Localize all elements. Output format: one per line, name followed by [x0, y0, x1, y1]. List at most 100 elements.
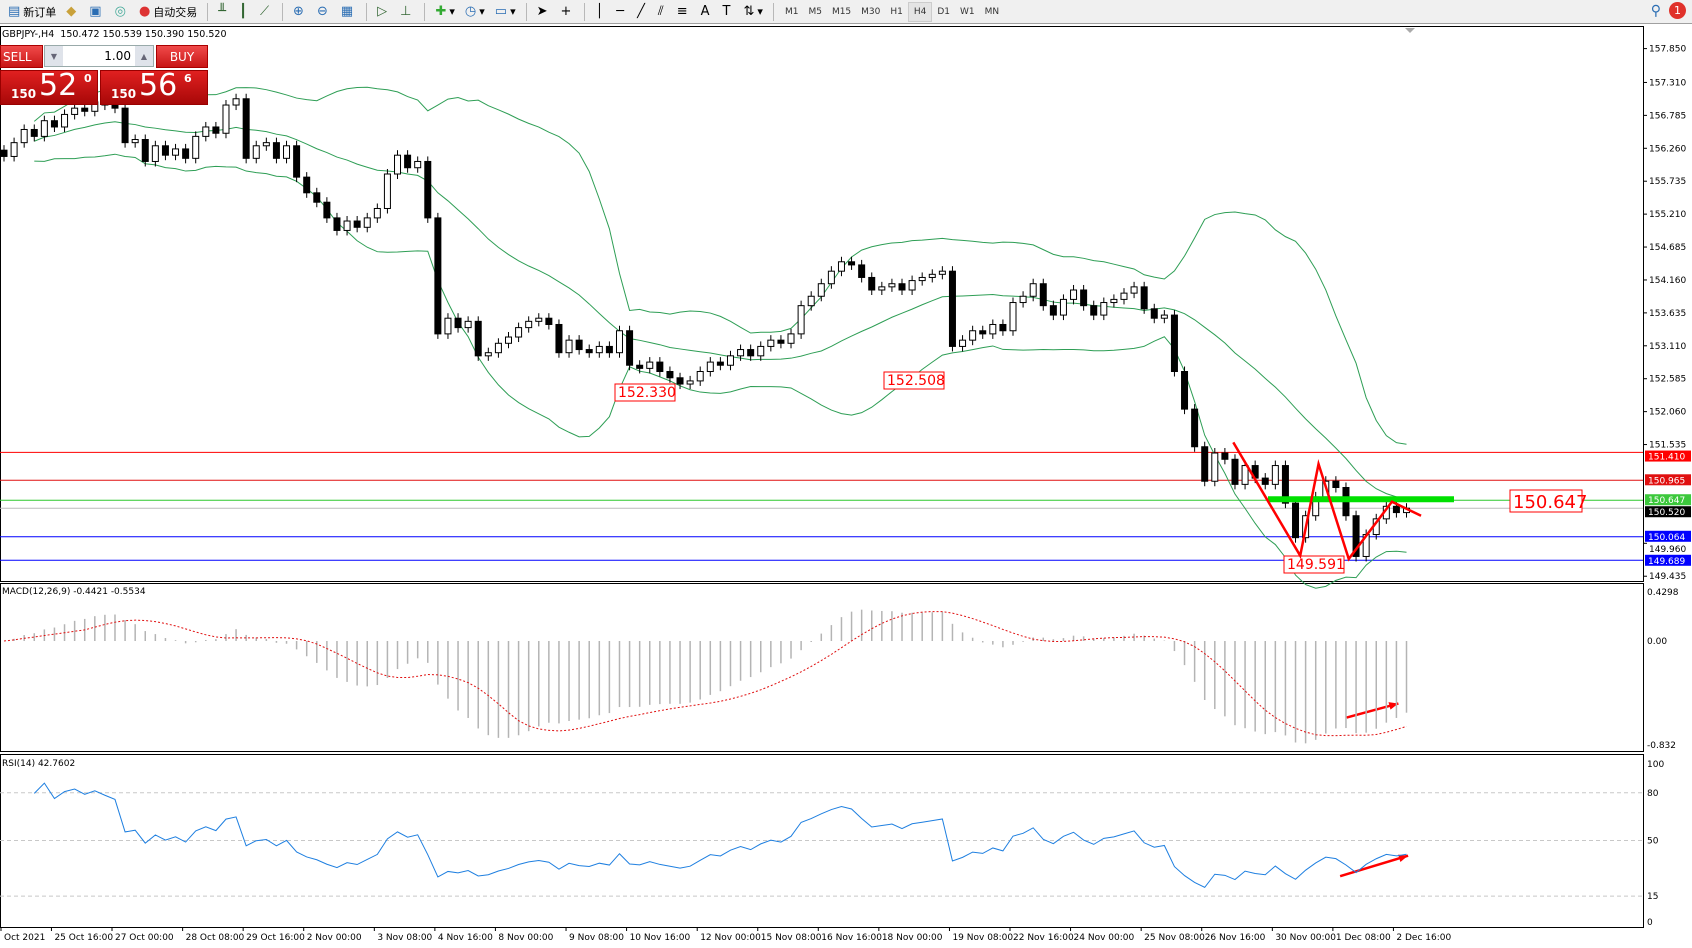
- text-icon: A: [700, 4, 710, 19]
- line-chart-button[interactable]: ⟋: [256, 2, 276, 22]
- new-order-button[interactable]: ▤ 新订单: [4, 2, 60, 22]
- arrows-button[interactable]: ⇅ ▾: [743, 4, 763, 19]
- buy-price[interactable]: 150 56 6: [100, 68, 208, 105]
- candle-body: [1332, 480, 1340, 489]
- price-annotation: 152.330: [618, 385, 676, 401]
- candle-body: [969, 330, 977, 341]
- timeframe-m5[interactable]: M5: [808, 6, 822, 17]
- templates-button[interactable]: ▭ ▾: [494, 4, 516, 19]
- fibonacci-button[interactable]: ≡: [673, 2, 695, 22]
- sell-price-prefix: 150: [11, 87, 37, 101]
- candle-body: [343, 220, 351, 231]
- price-level-label: 150.647: [1648, 496, 1685, 506]
- timeframe-h4[interactable]: H4: [907, 1, 933, 22]
- indicators-button[interactable]: ✚ ▾: [435, 4, 455, 19]
- navigator-button[interactable]: ◆: [62, 2, 83, 22]
- cursor-button[interactable]: ➤: [533, 2, 555, 22]
- candle-body: [1019, 295, 1027, 304]
- candle-body: [222, 104, 230, 134]
- candle-body: [888, 283, 896, 288]
- terminal-button[interactable]: ▣: [85, 2, 108, 22]
- x-tick-label: 10 Nov 16:00: [630, 933, 691, 943]
- timeframe-m30[interactable]: M30: [861, 6, 881, 17]
- candle-body: [50, 120, 58, 128]
- candle-body: [252, 145, 260, 159]
- auto-trading-button[interactable]: ● 自动交易: [135, 2, 201, 22]
- y-tick-label: 155.210: [1649, 210, 1686, 220]
- horizontal-line-icon: ─: [616, 4, 625, 19]
- chart-shift-marker-icon: [1405, 28, 1415, 33]
- timeframe-d1[interactable]: D1: [937, 6, 951, 17]
- chart-shift-button[interactable]: ⊥: [396, 2, 418, 22]
- chart-title: GBPJPY-,H4 150.472 150.539 150.390 150.5…: [2, 29, 227, 40]
- candle-body: [1271, 465, 1279, 485]
- periods-button[interactable]: ◷ ▾: [464, 4, 485, 19]
- notification-badge[interactable]: 1: [1669, 2, 1686, 19]
- candle-body: [737, 349, 745, 357]
- candle-body: [525, 320, 533, 329]
- chart-shift-icon: ⊥: [400, 4, 412, 19]
- trendline-button[interactable]: ╱: [633, 2, 652, 22]
- candlestick-button[interactable]: ┃: [235, 2, 254, 22]
- candle-body: [1261, 477, 1269, 485]
- candle-body: [1120, 292, 1128, 300]
- price-level-label: 149.689: [1648, 557, 1685, 567]
- candle-body: [161, 145, 169, 156]
- label-button[interactable]: T: [719, 2, 738, 22]
- sell-price[interactable]: 150 52 0: [0, 68, 98, 105]
- quantity-stepper[interactable]: ▼ 1.00 ▲: [44, 45, 154, 67]
- y-tick-label: 152.585: [1649, 375, 1686, 385]
- increase-icon[interactable]: ▲: [135, 46, 153, 66]
- zoom-out-button[interactable]: ⊖: [313, 2, 335, 22]
- text-button[interactable]: A: [697, 2, 717, 22]
- timeframe-h1[interactable]: H1: [890, 6, 903, 17]
- timeframe-w1[interactable]: W1: [960, 6, 975, 17]
- price-level-tag: [1645, 450, 1691, 462]
- candle-body: [696, 371, 704, 382]
- candle-body: [172, 148, 180, 156]
- timeframe-mn[interactable]: MN: [984, 6, 1000, 17]
- candle-body: [1211, 452, 1219, 482]
- template-icon: ▭: [494, 4, 508, 19]
- price-level-label: 150.520: [1648, 508, 1685, 518]
- timeframe-m1[interactable]: M1: [784, 6, 799, 17]
- crosshair-button[interactable]: +: [557, 2, 579, 22]
- candle-body: [505, 336, 512, 344]
- quantity-input[interactable]: 1.00: [104, 49, 131, 63]
- terminal-icon: ▣: [89, 4, 102, 19]
- y-tick-label: 154.160: [1649, 276, 1686, 286]
- bar-chart-button[interactable]: ╨: [214, 2, 233, 22]
- sell-button[interactable]: SELL: [0, 45, 43, 68]
- candle-body: [272, 142, 280, 159]
- x-tick-label: 15 Nov 08:00: [761, 933, 822, 943]
- candle-body: [404, 154, 412, 169]
- channel-button[interactable]: ⫽: [654, 2, 671, 22]
- buy-price-fraction: 6: [184, 72, 192, 85]
- horizontal-line-button[interactable]: ─: [612, 2, 631, 22]
- signals-button[interactable]: ◎: [111, 2, 133, 22]
- crosshair-icon: +: [560, 4, 572, 19]
- vertical-line-icon: │: [595, 4, 604, 19]
- auto-scroll-button[interactable]: ▷: [373, 2, 394, 22]
- decrease-icon[interactable]: ▼: [45, 46, 63, 66]
- timeframe-m15[interactable]: M15: [831, 6, 852, 17]
- tile-windows-button[interactable]: ▦: [337, 2, 360, 22]
- buy-button[interactable]: BUY: [156, 45, 208, 68]
- vertical-line-button[interactable]: │: [591, 2, 610, 22]
- y-tick-label: 149.960: [1649, 545, 1686, 555]
- search-icon[interactable]: ⚲: [1650, 2, 1661, 19]
- candle-body: [656, 361, 664, 373]
- candle-body: [1009, 302, 1017, 332]
- candle-body: [1292, 502, 1300, 539]
- zoom-in-button[interactable]: ⊕: [289, 2, 311, 22]
- candle-body: [686, 380, 694, 385]
- sell-price-pips: 52: [39, 68, 78, 103]
- x-tick-label: 25 Nov 08:00: [1144, 933, 1205, 943]
- y-tick-label: 153.635: [1649, 309, 1686, 319]
- candle-body: [948, 270, 956, 347]
- candle-body: [615, 330, 623, 354]
- candle-body: [535, 317, 543, 322]
- candle-body: [1080, 289, 1088, 307]
- candle-body: [565, 339, 573, 354]
